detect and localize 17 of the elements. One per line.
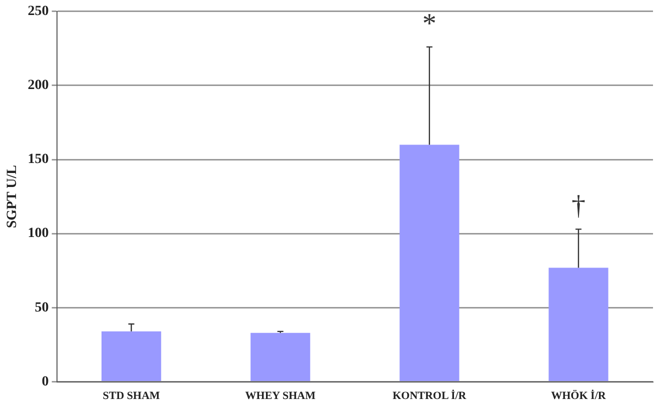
y-tick-label: 100 [28, 226, 49, 242]
x-tick-label: STD SHAM [102, 390, 161, 402]
y-axis-title: SGPT U/L [5, 165, 20, 228]
x-tick-label: WHÖK İ/R [551, 389, 607, 402]
bar [400, 144, 460, 382]
y-tick-label: 50 [34, 300, 49, 316]
bar [548, 268, 608, 382]
y-tick-label: 250 [28, 4, 49, 20]
y-tick-label: 200 [28, 78, 49, 94]
annotation: * [422, 8, 436, 40]
bar [250, 332, 310, 382]
bar [102, 331, 162, 382]
x-tick-label: KONTROL İ/R [392, 389, 468, 402]
y-tick-label: 150 [28, 152, 49, 168]
x-tick-label: WHEY SHAM [245, 390, 316, 402]
annotation: † [571, 190, 586, 222]
y-tick-label: 0 [42, 374, 49, 390]
